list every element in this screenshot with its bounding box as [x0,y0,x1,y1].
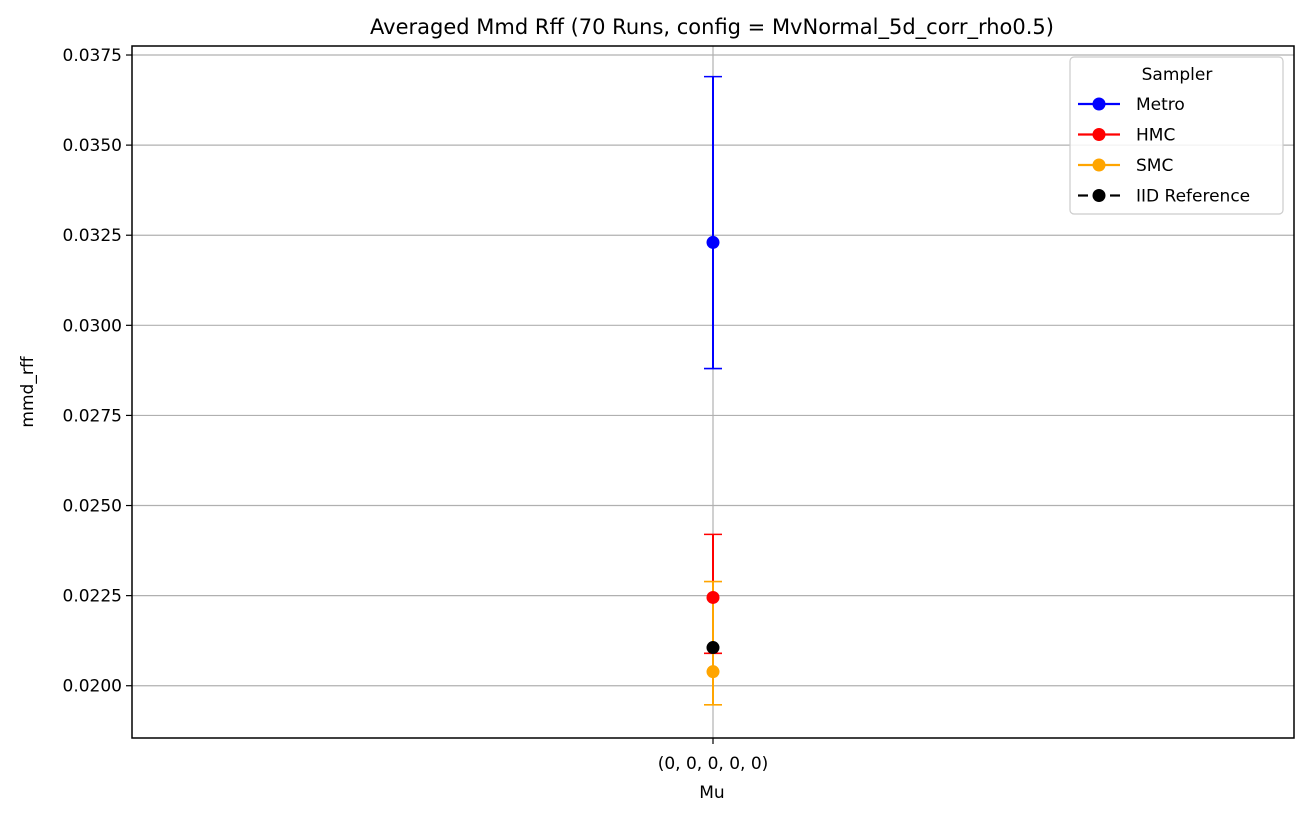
point-metro [706,235,720,249]
y-tick-label: 0.0325 [63,226,122,246]
legend-marker [1092,128,1106,141]
legend-box [1069,56,1284,215]
x-axis-label: Mu [699,783,724,803]
y-tick-label: 0.0300 [63,316,122,336]
legend-label: HMC [1136,126,1175,146]
y-tick-label: 0.0375 [63,46,122,66]
y-tick-label: 0.0350 [63,136,122,156]
data-marks [704,75,722,706]
y-tick-label: 0.0225 [63,587,122,607]
legend: Sampler Metro HMC SMC IID Reference [1069,56,1284,215]
y-axis: 0.0200 0.0225 0.0250 0.0275 0.0300 0.0325 0.03… [63,46,132,697]
y-axis-label: mmd_rff [18,355,38,427]
legend-label: SMC [1136,156,1173,176]
legend-marker [1092,97,1106,111]
point-smc [706,665,720,679]
legend-title: Sampler [1142,65,1213,85]
y-tick-label: 0.0200 [63,677,122,697]
y-tick-label: 0.0275 [63,406,122,426]
x-tick-label: (0, 0, 0, 0, 0) [658,754,769,774]
legend-label: Metro [1136,95,1185,115]
chart-title: Averaged Mmd Rff (70 Runs, config = MvNo… [370,15,1054,40]
legend-marker [1092,189,1106,202]
legend-item-metro: Metro [1078,95,1185,115]
point-iid-reference [706,641,720,655]
x-axis: (0, 0, 0, 0, 0) [658,738,769,774]
y-tick-label: 0.0250 [63,497,122,517]
point-hmc [706,590,720,604]
legend-item-smc: SMC [1078,156,1173,176]
legend-item-iid-reference: IID Reference [1078,187,1250,207]
legend-item-hmc: HMC [1078,126,1175,146]
legend-marker [1092,158,1106,172]
legend-label: IID Reference [1136,187,1250,207]
